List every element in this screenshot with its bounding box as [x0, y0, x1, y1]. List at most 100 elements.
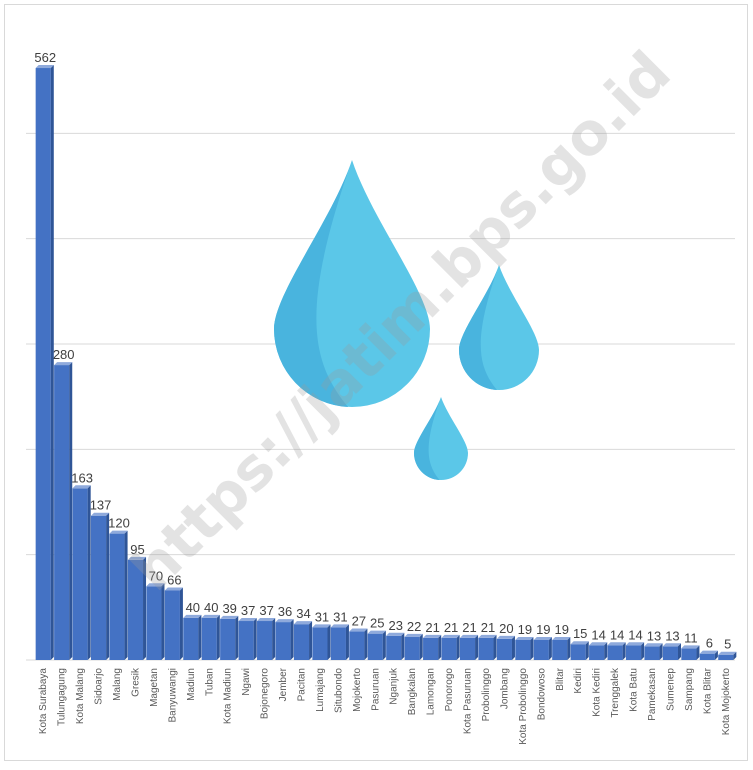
bar [533, 636, 552, 660]
bar [257, 618, 276, 660]
bar [127, 556, 147, 660]
x-tick-label: Situbondo [333, 668, 344, 713]
watermark-text: https://jatim.bps.go.id [118, 38, 684, 604]
bar [718, 651, 737, 660]
x-tick-label: Madiun [186, 668, 197, 701]
data-label: 37 [241, 603, 255, 618]
x-tick-label: Bangkalan [407, 668, 418, 715]
bar [459, 634, 479, 660]
bar [552, 636, 571, 660]
data-label: 21 [481, 620, 495, 635]
water-drop-icon [414, 397, 468, 480]
x-tick-labels: Kota Surabaya Tulungagung Kota Malang Sidoa… [38, 667, 732, 745]
data-label: 19 [555, 622, 569, 637]
data-label: 15 [573, 626, 587, 641]
x-tick-label: Magetan [149, 668, 160, 707]
water-drops-illustration [273, 160, 539, 480]
x-tick-label: Gresik [130, 667, 141, 697]
water-drop-icon [458, 265, 539, 390]
bar [183, 614, 202, 660]
data-label: 13 [665, 628, 679, 643]
bar [404, 633, 423, 660]
bars [35, 65, 737, 660]
data-label: 20 [499, 621, 513, 636]
bar [201, 614, 220, 660]
data-label: 21 [425, 620, 439, 635]
data-label: 21 [462, 620, 476, 635]
data-label: 14 [610, 627, 624, 642]
data-label: 21 [444, 620, 458, 635]
x-tick-label: Pasuruan [370, 668, 381, 711]
data-label: 66 [167, 572, 181, 587]
x-tick-label: Bondowoso [536, 668, 547, 721]
bar [35, 65, 54, 660]
data-label: 562 [34, 50, 56, 65]
data-label: 70 [149, 568, 163, 583]
x-tick-label: Kediri [573, 668, 584, 694]
bar [91, 512, 110, 660]
bar [607, 642, 626, 660]
data-label: 13 [647, 628, 661, 643]
bar [312, 624, 331, 660]
x-tick-label: Bojonegoro [260, 668, 271, 720]
bar [367, 630, 386, 660]
data-label: 280 [53, 347, 75, 362]
x-tick-label: Ngawi [241, 668, 252, 696]
bar [496, 635, 515, 660]
data-label: 5 [724, 637, 731, 652]
bar [72, 485, 91, 660]
data-label: 19 [518, 622, 532, 637]
bar [330, 624, 349, 660]
data-label: 95 [130, 542, 144, 557]
x-tick-label: Kota Mojokerto [721, 668, 732, 736]
data-label: 31 [315, 609, 329, 624]
x-tick-label: Kota Malang [75, 668, 86, 724]
gridlines [26, 132, 735, 661]
x-tick-label: Sidoarjo [94, 668, 105, 705]
bar [589, 642, 608, 660]
data-label: 37 [259, 603, 273, 618]
data-label: 120 [108, 516, 130, 531]
x-tick-label: Kota Batu [629, 668, 640, 712]
bar [54, 362, 73, 660]
bar [681, 645, 700, 660]
watermark: https://jatim.bps.go.id [118, 38, 684, 604]
x-tick-label: Nganjuk [389, 667, 400, 705]
x-tick-label: Ponorogo [444, 668, 455, 712]
data-label: 40 [204, 600, 218, 615]
bar [275, 619, 294, 660]
data-label: 14 [628, 627, 642, 642]
x-tick-label: Tuban [204, 668, 215, 696]
x-tick-label: Kota Probolinggo [518, 668, 529, 745]
x-tick-label: Sampang [684, 668, 695, 711]
x-tick-label: Kota Blitar [702, 667, 713, 714]
data-label: 34 [296, 606, 310, 621]
data-label: 137 [90, 498, 112, 513]
x-tick-label: Pacitan [296, 668, 307, 701]
bar [662, 643, 681, 660]
bar [386, 632, 405, 660]
x-tick-label: Lamongan [426, 668, 437, 715]
x-tick-label: Kota Surabaya [38, 668, 49, 735]
data-label: 36 [278, 604, 292, 619]
bar [238, 618, 257, 660]
data-label: 6 [706, 636, 713, 651]
x-tick-label: Kota Kediri [592, 668, 603, 717]
x-tick-label: Lumajang [315, 668, 326, 712]
bar [515, 636, 534, 660]
data-label: 19 [536, 622, 550, 637]
data-label: 14 [591, 627, 605, 642]
data-label: 163 [71, 470, 93, 485]
data-label: 23 [388, 618, 402, 633]
x-tick-label: Pamekasan [647, 668, 658, 721]
data-label: 31 [333, 609, 347, 624]
x-tick-label: Probolinggo [481, 668, 492, 722]
x-tick-label: Banyuwangi [167, 668, 178, 722]
bar [146, 583, 165, 660]
x-tick-label: Trenggalek [610, 667, 621, 718]
bar [478, 634, 497, 660]
x-tick-label: Mojokerto [352, 668, 363, 712]
bar [423, 634, 442, 660]
